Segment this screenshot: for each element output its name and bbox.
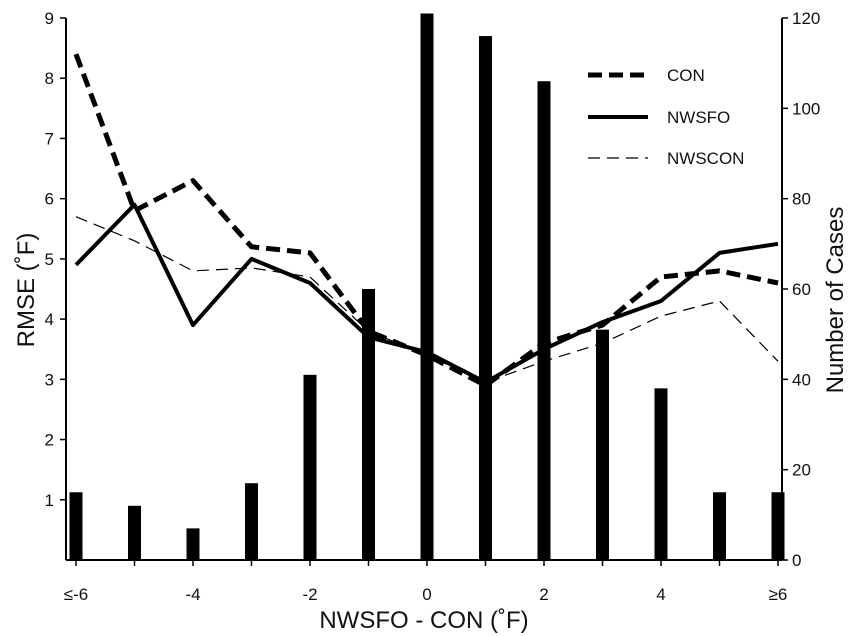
lines-layer xyxy=(73,53,779,388)
x-tick-label: 0 xyxy=(422,585,431,604)
x-tick-label: ≤-6 xyxy=(64,585,88,604)
legend-label-nwscon: NWSCON xyxy=(667,149,744,168)
series-line-nwsfo xyxy=(74,202,779,385)
bar--5 xyxy=(128,505,141,560)
bar--3 xyxy=(245,483,258,560)
y-left-tick-label: 8 xyxy=(45,69,54,88)
y-left-tick-label: 5 xyxy=(45,250,54,269)
y-right-tick-label: 0 xyxy=(792,551,801,570)
y-axis-left-title: RMSE (˚F) xyxy=(13,233,40,348)
series-line-con xyxy=(73,53,779,388)
x-tick-label: -4 xyxy=(185,585,200,604)
bar-5 xyxy=(713,492,726,560)
bar-3 xyxy=(596,329,609,560)
y-left-tick-label: 9 xyxy=(45,9,54,28)
bar--2 xyxy=(303,374,317,560)
y-axis-right-title: Number of Cases xyxy=(822,207,849,394)
y-right-tick-label: 120 xyxy=(792,9,820,28)
legend-label-nwsfo: NWSFO xyxy=(667,108,730,127)
legend-label-con: CON xyxy=(667,66,705,85)
x-tick-label: 2 xyxy=(539,585,548,604)
bars-layer xyxy=(69,13,785,561)
ticks-layer: 1 2 3 4 5 6 7 8 9 0 20 40 60 80 100 120 ≤-6 -4 -2 0 2 4 ≥6 xyxy=(45,9,821,604)
y-right-tick-label: 20 xyxy=(792,461,811,480)
bar--4 xyxy=(186,528,200,560)
y-left-tick-label: 6 xyxy=(45,190,54,209)
y-right-tick-label: 60 xyxy=(792,280,811,299)
y-left-tick-label: 1 xyxy=(45,491,54,510)
x-tick-label: -2 xyxy=(302,585,317,604)
y-right-tick-label: 40 xyxy=(792,370,811,389)
bar-0 xyxy=(420,13,434,560)
bar-2 xyxy=(537,81,551,560)
y-left-tick-label: 2 xyxy=(45,431,54,450)
bar-1 xyxy=(479,36,492,561)
y-right-tick-label: 100 xyxy=(792,99,820,118)
y-left-tick-label: 7 xyxy=(45,129,54,148)
bar--1 xyxy=(362,289,375,560)
legend: CON NWSFO NWSCON xyxy=(588,66,744,168)
x-tick-label: ≥6 xyxy=(769,585,788,604)
bar-4 xyxy=(654,388,668,560)
y-left-tick-label: 3 xyxy=(45,370,54,389)
x-tick-label: 4 xyxy=(656,585,665,604)
series-line-nwscon xyxy=(75,216,779,383)
y-right-tick-label: 80 xyxy=(792,190,811,209)
bar--6 xyxy=(69,492,83,560)
x-axis-title: NWSFO - CON (˚F) xyxy=(319,607,528,634)
y-left-tick-label: 4 xyxy=(45,310,54,329)
